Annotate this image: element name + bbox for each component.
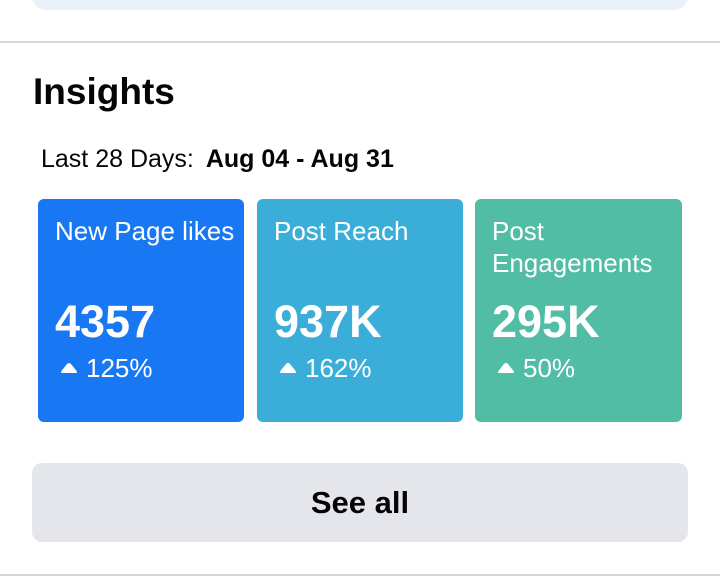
metric-change: 125% xyxy=(60,353,153,383)
section-title: Insights xyxy=(33,71,175,112)
metric-label: Post Engagements xyxy=(492,216,653,278)
metric-value: 937K xyxy=(274,296,382,347)
metric-card-post-reach[interactable]: Post Reach 937K 162% xyxy=(257,199,463,422)
section-divider xyxy=(0,41,720,43)
section-divider xyxy=(0,574,720,576)
up-arrow-icon xyxy=(279,362,297,374)
previous-section-card xyxy=(32,0,688,10)
date-range-label: Last 28 Days: xyxy=(41,145,194,173)
metric-change-value: 50% xyxy=(523,353,576,383)
date-range: Last 28 Days: Aug 04 - Aug 31 xyxy=(41,144,394,174)
metric-label: Post Reach xyxy=(274,216,409,246)
metric-value: 295K xyxy=(492,296,600,347)
metric-change: 162% xyxy=(279,353,372,383)
date-range-value: Aug 04 - Aug 31 xyxy=(205,145,394,173)
metric-card-post-engagements[interactable]: Post Engagements 295K 50% xyxy=(475,199,682,422)
up-arrow-icon xyxy=(60,362,78,374)
metric-value: 4357 xyxy=(55,296,156,347)
metric-change: 50% xyxy=(497,353,575,383)
see-all-button[interactable]: See all xyxy=(32,463,688,542)
metric-change-value: 162% xyxy=(305,353,372,383)
metric-change-value: 125% xyxy=(86,353,153,383)
up-arrow-icon xyxy=(497,362,515,374)
metric-card-new-page-likes[interactable]: New Page likes 4357 125% xyxy=(38,199,244,422)
metric-label: New Page likes xyxy=(55,216,235,246)
